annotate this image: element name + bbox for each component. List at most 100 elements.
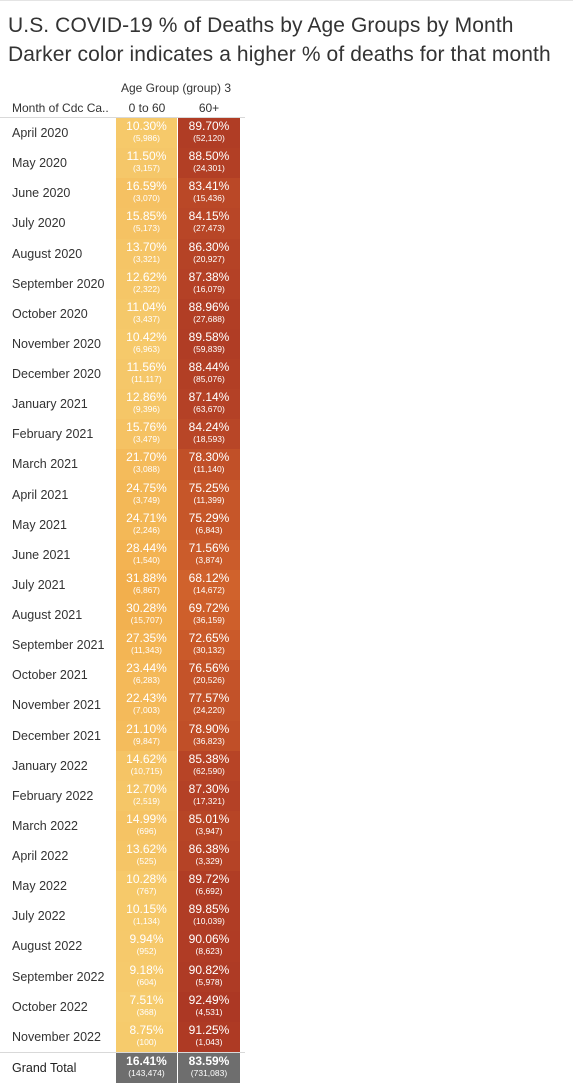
heatmap-table: April 2020 10.30% (5,986) 89.70% (52,120) May…	[0, 118, 245, 1052]
column-group-header[interactable]: Age Group (group) 3	[121, 81, 232, 95]
heatmap-cell-60-plus[interactable]: 90.82% (5,978)	[178, 961, 240, 992]
heatmap-cell-60-plus[interactable]: 87.30% (17,321)	[178, 780, 240, 811]
heatmap-cell-0-to-60[interactable]: 11.56% (11,117)	[116, 359, 177, 390]
heatmap-cell-60-plus[interactable]: 68.12% (14,672)	[178, 569, 240, 600]
heatmap-cell-60-plus[interactable]: 86.30% (20,927)	[178, 238, 240, 269]
heatmap-cell-60-plus[interactable]: 87.14% (63,670)	[178, 389, 240, 420]
grand-total-count-60-plus: (731,083)	[190, 1068, 228, 1078]
cell-count: (3,947)	[195, 825, 223, 836]
heatmap-cell-60-plus[interactable]: 89.85% (10,039)	[178, 901, 240, 932]
heatmap-cell-60-plus[interactable]: 88.96% (27,688)	[178, 298, 240, 329]
heatmap-cell-0-to-60[interactable]: 15.85% (5,173)	[116, 208, 177, 239]
heatmap-cell-60-plus[interactable]: 89.58% (59,839)	[178, 328, 240, 359]
column-header-0-to-60[interactable]: 0 to 60	[128, 101, 166, 115]
heatmap-cell-0-to-60[interactable]: 30.28% (15,707)	[116, 600, 177, 631]
heatmap-cell-60-plus[interactable]: 89.72% (6,692)	[178, 871, 240, 902]
cell-count: (24,301)	[193, 163, 225, 174]
heatmap-cell-0-to-60[interactable]: 15.76% (3,479)	[116, 419, 177, 450]
heatmap-cell-0-to-60[interactable]: 13.70% (3,321)	[116, 238, 177, 269]
row-label: January 2022	[12, 758, 88, 773]
heatmap-cell-0-to-60[interactable]: 24.71% (2,246)	[116, 509, 177, 540]
heatmap-cell-60-plus[interactable]: 88.44% (85,076)	[178, 359, 240, 390]
heatmap-cell-0-to-60[interactable]: 10.28% (767)	[116, 871, 177, 902]
cell-count: (30,132)	[193, 645, 225, 656]
heatmap-cell-0-to-60[interactable]: 10.15% (1,134)	[116, 901, 177, 932]
grand-total-count-0-to-60: (143,474)	[128, 1068, 165, 1078]
cell-count: (3,329)	[195, 856, 223, 866]
grand-total-cell-60-plus[interactable]: 83.59% (731,083)	[178, 1053, 240, 1083]
cell-percent: 87.30%	[188, 781, 230, 796]
cell-percent: 87.14%	[188, 390, 230, 405]
cell-percent: 8.75%	[129, 1022, 164, 1037]
grand-total-pct-0-to-60: 16.41%	[126, 1054, 167, 1068]
heatmap-cell-60-plus[interactable]: 90.06% (8,623)	[178, 931, 240, 962]
heatmap-cell-0-to-60[interactable]: 23.44% (6,283)	[116, 660, 177, 691]
heatmap-cell-0-to-60[interactable]: 16.59% (3,070)	[116, 178, 177, 209]
row-header[interactable]: Month of Cdc Ca..	[12, 101, 109, 115]
heatmap-cell-60-plus[interactable]: 85.01% (3,947)	[178, 810, 240, 841]
heatmap-cell-60-plus[interactable]: 89.70% (52,120)	[178, 118, 240, 149]
heatmap-cell-0-to-60[interactable]: 7.51% (368)	[116, 991, 177, 1022]
row-label: October 2020	[12, 306, 88, 321]
heatmap-cell-60-plus[interactable]: 75.25% (11,399)	[178, 479, 240, 510]
heatmap-cell-60-plus[interactable]: 78.90% (36,823)	[178, 720, 240, 751]
cell-count: (24,220)	[193, 705, 225, 716]
column-header-60-plus[interactable]: 60+	[198, 101, 220, 115]
heatmap-cell-60-plus[interactable]: 76.56% (20,526)	[178, 660, 240, 691]
heatmap-cell-60-plus[interactable]: 77.57% (24,220)	[178, 690, 240, 721]
cell-count: (36,159)	[193, 615, 225, 625]
heatmap-cell-60-plus[interactable]: 72.65% (30,132)	[178, 630, 240, 661]
heatmap-cell-0-to-60[interactable]: 14.99% (696)	[116, 810, 177, 841]
heatmap-cell-0-to-60[interactable]: 12.62% (2,322)	[116, 268, 177, 299]
heatmap-cell-0-to-60[interactable]: 10.42% (6,963)	[116, 328, 177, 359]
heatmap-cell-0-to-60[interactable]: 11.50% (3,157)	[116, 148, 177, 179]
heatmap-cell-60-plus[interactable]: 92.49% (4,531)	[178, 991, 240, 1022]
table-row: April 2021 24.75% (3,749) 75.25% (11,399)	[0, 479, 245, 510]
heatmap-cell-0-to-60[interactable]: 8.75% (100)	[116, 1021, 177, 1052]
table-row: December 2021 21.10% (9,847) 78.90% (36,823)	[0, 720, 245, 751]
heatmap-cell-0-to-60[interactable]: 21.70% (3,088)	[116, 449, 177, 480]
heatmap-cell-60-plus[interactable]: 78.30% (11,140)	[178, 449, 240, 480]
heatmap-cell-60-plus[interactable]: 87.38% (16,079)	[178, 268, 240, 299]
heatmap-cell-60-plus[interactable]: 85.38% (62,590)	[178, 750, 240, 781]
cell-count: (6,692)	[195, 886, 223, 897]
heatmap-cell-60-plus[interactable]: 88.50% (24,301)	[178, 148, 240, 179]
cell-percent: 21.10%	[126, 721, 167, 736]
row-label: November 2021	[12, 698, 101, 713]
grand-total-cell-0-to-60[interactable]: 16.41% (143,474)	[116, 1053, 177, 1083]
heatmap-cell-0-to-60[interactable]: 10.30% (5,986)	[116, 118, 177, 149]
heatmap-cell-60-plus[interactable]: 83.41% (15,436)	[178, 178, 240, 209]
heatmap-cell-0-to-60[interactable]: 9.18% (604)	[116, 961, 177, 992]
heatmap-cell-0-to-60[interactable]: 31.88% (6,867)	[116, 569, 177, 600]
heatmap-cell-0-to-60[interactable]: 14.62% (10,715)	[116, 750, 177, 781]
heatmap-cell-0-to-60[interactable]: 9.94% (952)	[116, 931, 177, 962]
cell-count: (15,436)	[193, 193, 225, 204]
heatmap-cell-0-to-60[interactable]: 28.44% (1,540)	[116, 539, 177, 570]
cell-count: (3,437)	[133, 313, 160, 324]
heatmap-cell-60-plus[interactable]: 69.72% (36,159)	[178, 600, 240, 631]
row-label: December 2021	[12, 728, 101, 743]
heatmap-cell-0-to-60[interactable]: 13.62% (525)	[116, 841, 177, 872]
heatmap-cell-60-plus[interactable]: 84.24% (18,593)	[178, 419, 240, 450]
heatmap-cell-60-plus[interactable]: 91.25% (1,043)	[178, 1021, 240, 1052]
heatmap-cell-0-to-60[interactable]: 24.75% (3,749)	[116, 479, 177, 510]
heatmap-cell-0-to-60[interactable]: 22.43% (7,003)	[116, 690, 177, 721]
cell-percent: 89.72%	[188, 872, 230, 887]
heatmap-cell-60-plus[interactable]: 86.38% (3,329)	[178, 841, 240, 872]
table-row: March 2022 14.99% (696) 85.01% (3,947)	[0, 810, 245, 841]
heatmap-cell-0-to-60[interactable]: 12.70% (2,519)	[116, 780, 177, 811]
cell-count: (5,978)	[195, 976, 223, 987]
heatmap-cell-0-to-60[interactable]: 21.10% (9,847)	[116, 720, 177, 751]
total-divider	[0, 1052, 245, 1053]
cell-percent: 84.15%	[188, 209, 230, 224]
heatmap-cell-60-plus[interactable]: 84.15% (27,473)	[178, 208, 240, 239]
heatmap-cell-60-plus[interactable]: 75.29% (6,843)	[178, 509, 240, 540]
table-row: April 2020 10.30% (5,986) 89.70% (52,120)	[0, 118, 245, 149]
heatmap-cell-0-to-60[interactable]: 11.04% (3,437)	[116, 298, 177, 329]
heatmap-cell-60-plus[interactable]: 71.56% (3,874)	[178, 539, 240, 570]
row-label: May 2021	[12, 517, 67, 532]
heatmap-cell-0-to-60[interactable]: 27.35% (11,343)	[116, 630, 177, 661]
heatmap-cell-0-to-60[interactable]: 12.86% (9,396)	[116, 389, 177, 420]
table-row: July 2022 10.15% (1,134) 89.85% (10,039)	[0, 901, 245, 932]
row-label: April 2021	[12, 487, 69, 502]
